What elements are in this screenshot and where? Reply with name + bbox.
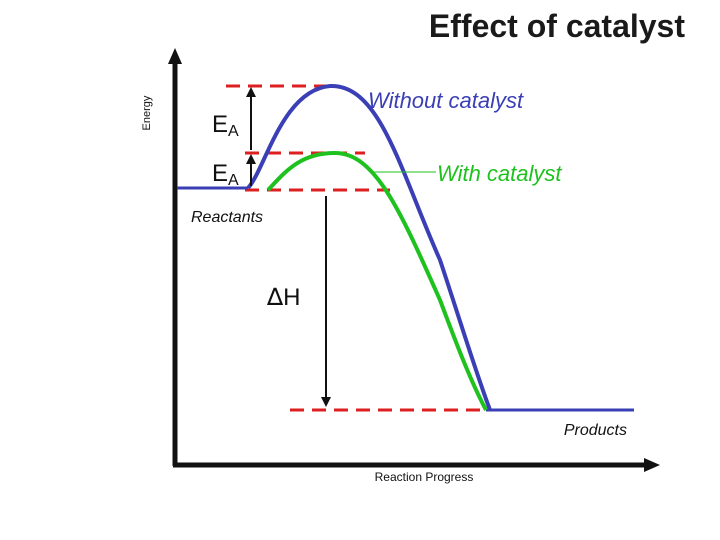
ea-label-upper: EA — [212, 111, 239, 140]
dashed-levels — [226, 84, 480, 412]
y-axis-label: Energy — [141, 95, 153, 130]
without-catalyst-label: Without catalyst — [368, 88, 524, 113]
ea-label-lower: EA — [212, 160, 239, 189]
products-label: Products — [564, 422, 627, 439]
delta-h-label: ∆H — [266, 283, 300, 311]
y-axis-arrow-icon — [168, 48, 182, 64]
curve-with-catalyst — [266, 150, 488, 411]
curve-without-catalyst — [246, 83, 492, 411]
reactants-label: Reactants — [191, 209, 263, 226]
x-axis-arrow-icon — [644, 458, 660, 472]
page-title: Effect of catalyst — [429, 8, 685, 44]
x-axis-label: Reaction Progress — [375, 470, 474, 484]
with-catalyst-label: With catalyst — [437, 161, 562, 186]
